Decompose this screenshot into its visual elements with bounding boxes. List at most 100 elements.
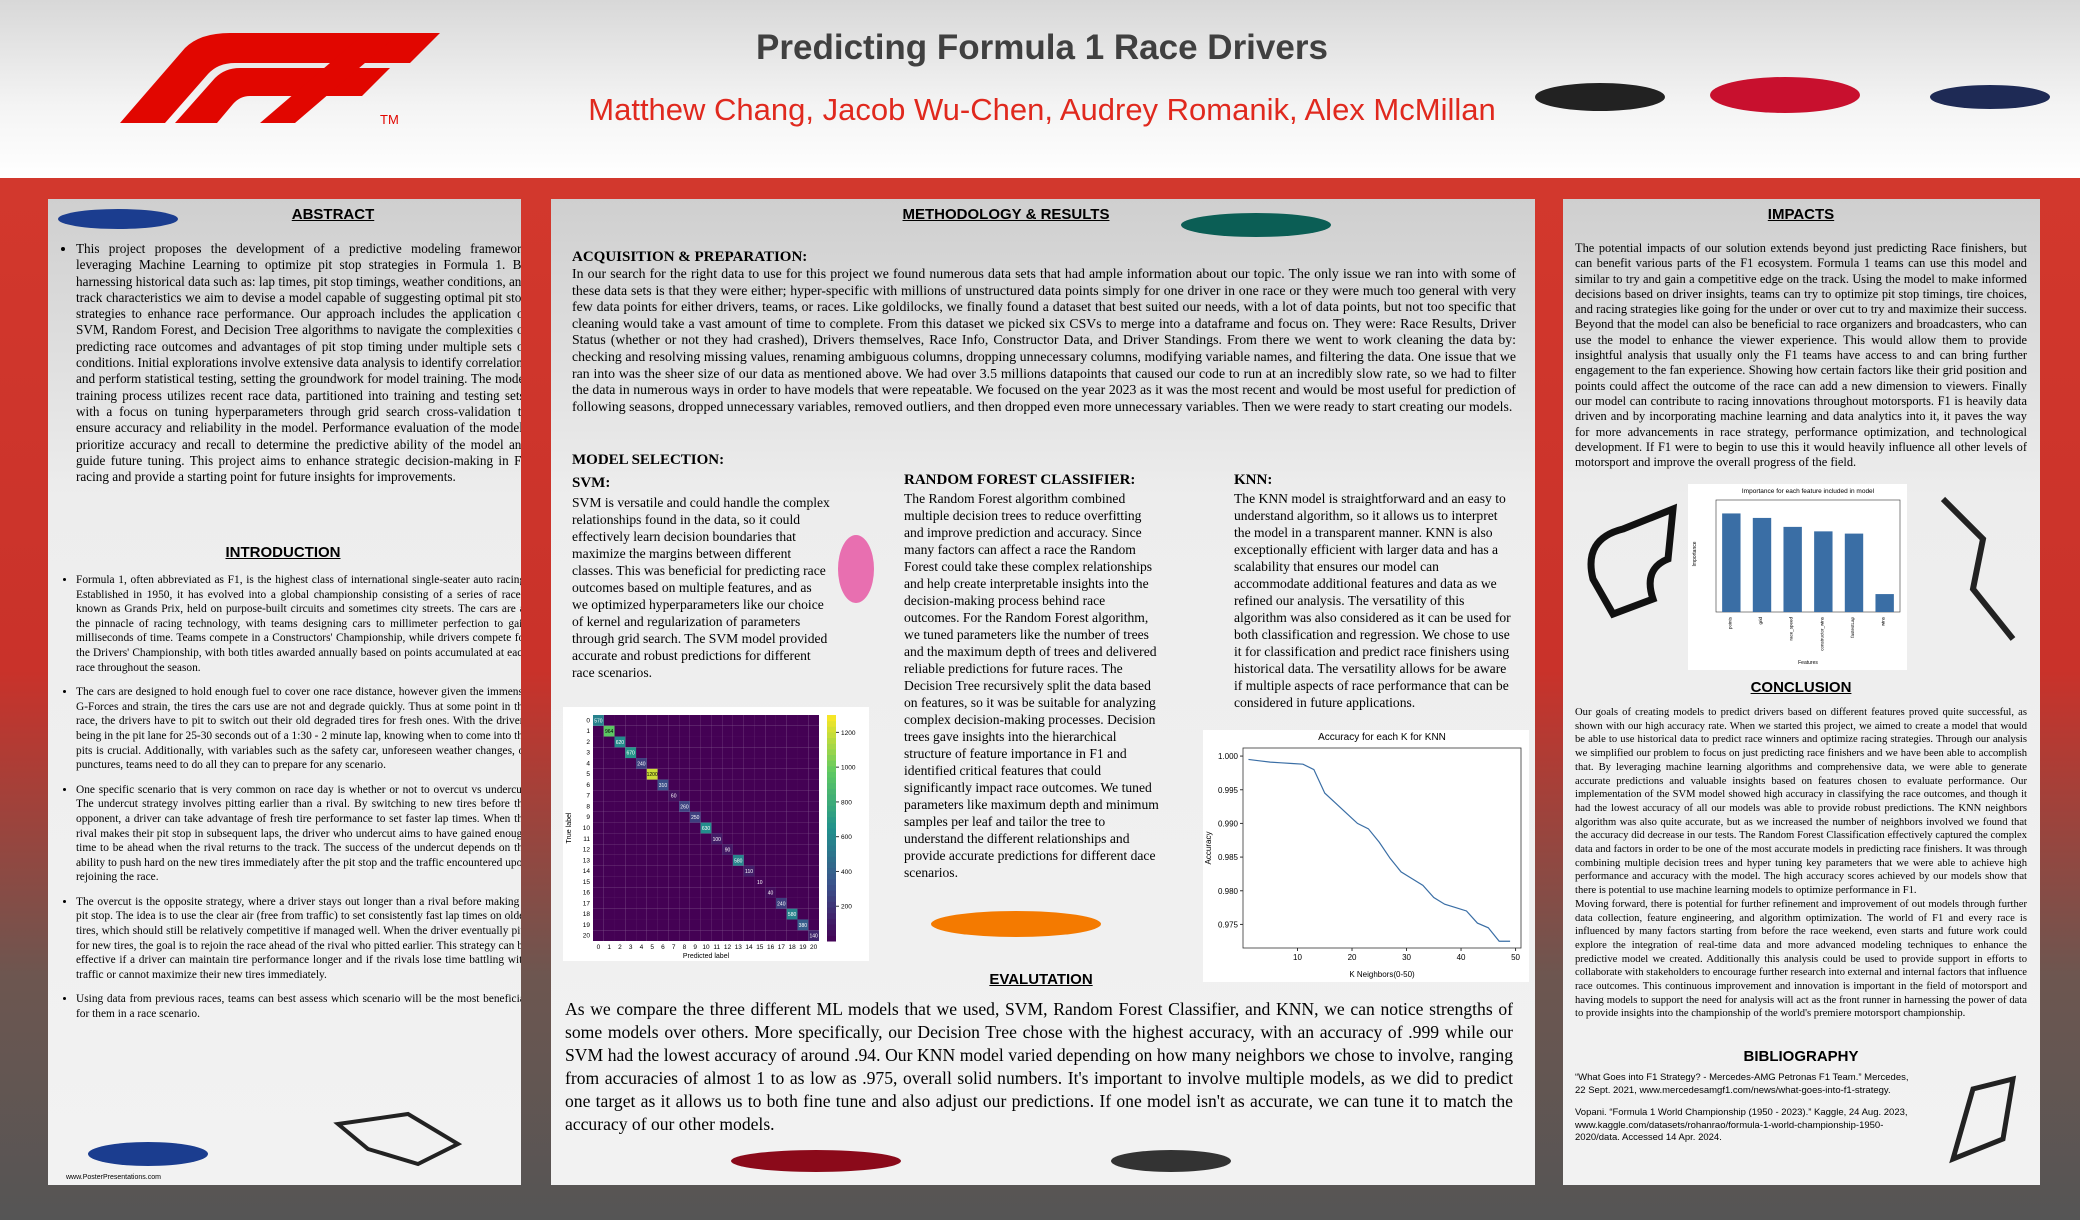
bar (1875, 594, 1894, 612)
track-image (1949, 1075, 2017, 1164)
bibliography-heading: BIBLIOGRAPHY (1743, 1048, 1859, 1065)
x-tick-label: 14 (745, 944, 753, 951)
cell-value: 40 (768, 891, 774, 897)
cell (775, 908, 787, 920)
x-tick-label: 1 (607, 944, 611, 951)
cell-value: 100 (713, 837, 722, 843)
cell (765, 811, 776, 823)
cell (797, 897, 809, 909)
cell (765, 747, 776, 759)
cell-value: 110 (745, 869, 753, 875)
colorbar-step (827, 884, 836, 891)
cell (636, 801, 647, 812)
intro-paragraph: The cars are designed to hold enough fue… (76, 686, 521, 772)
cell (646, 865, 658, 877)
cell (689, 865, 701, 877)
cell (775, 887, 787, 898)
cell (797, 736, 809, 748)
cell (786, 811, 798, 823)
accuracy-line (1248, 758, 1511, 942)
y-tick-label: 2 (586, 739, 590, 746)
cell (743, 790, 755, 802)
diagonal-cell (689, 811, 701, 823)
cell (786, 758, 798, 769)
colorbar-step (827, 907, 836, 914)
methodology-heading: METHODOLOGY & RESULTS (902, 206, 1110, 223)
cell (646, 897, 658, 909)
cell (679, 908, 690, 920)
cell (743, 833, 755, 845)
y-tick-label: 13 (583, 857, 591, 864)
cell (765, 854, 776, 866)
cell (657, 919, 669, 931)
cell (754, 747, 766, 759)
cell (614, 876, 626, 888)
cell (711, 908, 723, 920)
cell (593, 897, 604, 909)
colorbar-step (827, 720, 836, 727)
x-tick-label: 8 (683, 944, 687, 951)
x-tick-label: 3 (629, 944, 633, 951)
cell (679, 715, 690, 726)
y-tick-label: 3 (586, 750, 590, 757)
cell (797, 833, 809, 845)
cell (797, 779, 809, 791)
y-tick-label: 1 (586, 728, 590, 735)
knn-text: The KNN model is straightforward and an … (1234, 491, 1511, 710)
car-image (838, 535, 874, 603)
cell (775, 725, 787, 737)
x-label: K Neighbors(0-50) (1349, 970, 1415, 979)
cell (732, 822, 744, 834)
conclusion-text: Our goals of creating models to predict … (1575, 706, 2027, 1021)
cell (808, 919, 819, 931)
cell (689, 822, 701, 834)
cell (743, 887, 755, 898)
y-tick-label: 9 (586, 814, 590, 821)
y-label: Accuracy (1204, 832, 1213, 865)
abstract-list: This project proposes the development of… (56, 241, 521, 495)
intro-paragraph: The overcut is the opposite strategy, wh… (76, 895, 521, 981)
cell (689, 768, 701, 780)
cell (743, 811, 755, 823)
cell (722, 833, 733, 845)
cell-value: 260 (680, 804, 689, 810)
car-image (1181, 213, 1331, 237)
colorbar-label: 200 (841, 904, 852, 911)
cell (797, 930, 809, 941)
cell (657, 844, 669, 855)
cell (711, 876, 723, 888)
cell (722, 790, 733, 802)
cell (593, 844, 604, 855)
cell (689, 833, 701, 845)
cell (711, 844, 723, 855)
cell (625, 715, 637, 726)
cell (743, 747, 755, 759)
cell (765, 736, 776, 748)
cell (700, 865, 712, 877)
cell (722, 908, 733, 920)
cell (646, 930, 658, 941)
cell (625, 844, 637, 855)
cell (603, 865, 615, 877)
cell (765, 779, 776, 791)
cell (603, 768, 615, 780)
cell (668, 758, 680, 769)
cell (593, 790, 604, 802)
cell (689, 930, 701, 941)
cell (668, 833, 680, 845)
cell (636, 887, 647, 898)
diagonal-cell (614, 736, 626, 748)
cell (775, 833, 787, 845)
cell (700, 768, 712, 780)
cell (614, 758, 626, 769)
cell (722, 747, 733, 759)
cell (657, 790, 669, 802)
cell (625, 919, 637, 931)
cell (668, 897, 680, 909)
x-tick-label: 10 (1293, 953, 1302, 962)
introduction-list: Formula 1, often abbreviated as F1, is t… (56, 573, 521, 1032)
cell (593, 865, 604, 877)
cell (754, 725, 766, 737)
colorbar-step (827, 890, 836, 897)
cell (689, 758, 701, 769)
